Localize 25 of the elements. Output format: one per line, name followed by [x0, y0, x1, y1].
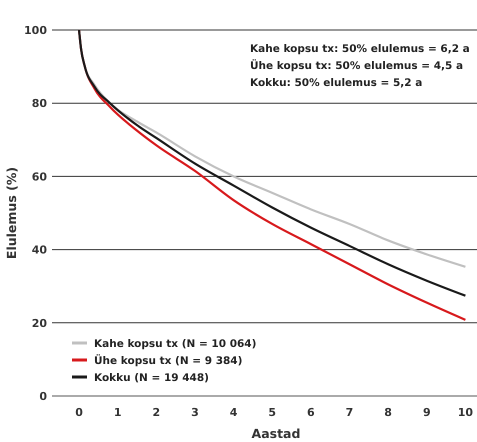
y-tick-label: 20 [32, 316, 48, 330]
legend-label: Ühe kopsu tx (N = 9 384) [94, 354, 242, 367]
legend-label: Kahe kopsu tx (N = 10 064) [94, 338, 256, 350]
x-tick-label: 0 [75, 406, 84, 419]
x-tick-label: 5 [268, 406, 276, 419]
y-tick-label: 0 [39, 390, 48, 403]
x-tick-label: 3 [191, 406, 199, 419]
x-tick-label: 4 [230, 406, 238, 419]
y-tick-label: 80 [32, 97, 48, 110]
legend-label: Kokku (N = 19 448) [94, 372, 209, 384]
x-tick-label: 2 [152, 406, 160, 419]
x-tick-label: 10 [458, 406, 474, 419]
x-tick-label: 7 [346, 406, 354, 419]
x-tick-label: 9 [422, 406, 431, 419]
x-tick-label: 8 [384, 406, 392, 419]
x-tick-label: 1 [114, 406, 122, 419]
annotation: Kahe kopsu tx: 50% elulemus = 6,2 a [250, 43, 470, 55]
annotation: Ühe kopsu tx: 50% elulemus = 4,5 a [250, 59, 464, 72]
y-tick-label: 40 [32, 244, 48, 257]
x-axis-title: Aastad [252, 426, 300, 441]
y-axis-title: Elulemus (%) [4, 166, 19, 260]
x-tick-label: 6 [307, 406, 316, 419]
annotation: Kokku: 50% elulemus = 5,2 a [250, 77, 422, 89]
y-tick-label: 100 [24, 24, 48, 37]
y-tick-label: 60 [32, 170, 48, 184]
